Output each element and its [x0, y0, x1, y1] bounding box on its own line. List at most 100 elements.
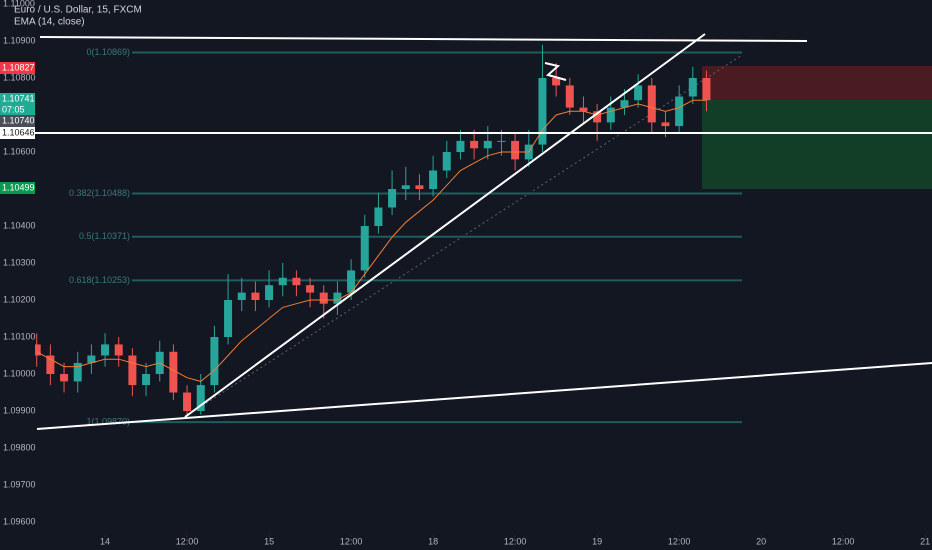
fib-group: 0(1.10869) 0.382(1.10488) 0.5(1.10371) 0.61…: [69, 47, 742, 426]
trendline: [184, 33, 706, 418]
candle-body: [128, 355, 137, 386]
y-tick-label: 1.10600: [3, 146, 36, 156]
candle-body: [511, 140, 520, 160]
candle-body: [360, 226, 369, 271]
x-tick-label: 19: [592, 536, 602, 546]
candle-body: [265, 285, 274, 300]
candle-body: [606, 107, 615, 123]
price-badge: [0, 62, 35, 74]
candle-body: [442, 152, 451, 171]
candle-body: [347, 270, 356, 293]
candle-body: [647, 85, 656, 123]
x-tick-label: 12:00: [504, 536, 527, 546]
candle-body: [388, 189, 397, 208]
x-tick-label: 12:00: [340, 536, 363, 546]
candle-body: [114, 344, 123, 356]
price-badge: [0, 93, 35, 105]
candle-body: [292, 277, 301, 286]
y-tick-label: 1.10400: [3, 220, 36, 230]
candle-body: [538, 78, 547, 145]
candle-body: [593, 111, 602, 123]
y-tick-label: 1.10000: [3, 368, 36, 378]
candle-body: [702, 78, 711, 101]
price-badge-label: 1.10646: [2, 127, 35, 137]
candle-body: [634, 85, 643, 101]
candle-body: [620, 100, 629, 108]
fib-label: 0.618(1.10253): [69, 275, 130, 285]
x-tick-label: 15: [264, 536, 274, 546]
candle-body: [675, 96, 684, 127]
target-zone: [702, 100, 932, 189]
fib-trend: [184, 54, 743, 418]
candle-body: [73, 362, 82, 382]
candle-body: [183, 392, 192, 411]
x-tick-label: 20: [756, 536, 766, 546]
fib-label: 0.5(1.10371): [79, 231, 130, 241]
candle-body: [497, 140, 506, 142]
price-badge-label: 1.10499: [2, 182, 35, 192]
y-tick-label: 1.10200: [3, 294, 36, 304]
candle-body: [688, 78, 697, 97]
candle-body: [401, 185, 410, 189]
price-badge-label: 1.10741: [2, 93, 35, 103]
candle-body: [470, 140, 479, 149]
stop-zone: [702, 66, 932, 100]
candle-body: [169, 351, 178, 393]
x-tick-label: 12:00: [176, 536, 199, 546]
candle-body: [552, 78, 561, 86]
y-tick-label: 1.09600: [3, 516, 36, 526]
candle-body: [429, 170, 438, 189]
candle-body: [319, 292, 328, 304]
candle-body: [60, 374, 69, 382]
candle-body: [87, 355, 96, 363]
trendline: [36, 362, 932, 430]
y-tick-label: 1.09800: [3, 442, 36, 452]
y-tick-label: 1.09700: [3, 479, 36, 489]
price-badge: [0, 104, 35, 116]
price-badge-label: 07:05: [2, 104, 25, 114]
candle-body: [46, 355, 55, 374]
symbol-title: Euro / U.S. Dollar, 15, FXCM: [14, 5, 142, 16]
fib-label: 1(1.09870): [86, 416, 130, 426]
x-tick-label: 12:00: [832, 536, 855, 546]
x-tick-label: 12:00: [668, 536, 691, 546]
candle-body: [415, 185, 424, 189]
candle-body: [101, 344, 110, 356]
price-badge-label: 1.10827: [2, 62, 35, 72]
candle-body: [306, 285, 315, 293]
y-tick-label: 1.10900: [3, 35, 36, 45]
x-tick-label: 14: [100, 536, 110, 546]
y-tick-label: 1.09900: [3, 405, 36, 415]
candle-body: [196, 385, 205, 411]
fib-label: 0.382(1.10488): [69, 188, 130, 198]
indicator-label: EMA (14, close): [14, 17, 85, 28]
candle-body: [142, 374, 151, 386]
y-tick-label: 1.11000: [3, 0, 35, 8]
y-tick-label: 1.10100: [3, 331, 36, 341]
price-badge: [0, 115, 35, 127]
candle-body: [251, 292, 260, 300]
candle-body: [210, 337, 219, 386]
x-tick-label: 18: [428, 536, 438, 546]
candle-body: [278, 277, 287, 286]
x-tick-label: 21: [920, 536, 930, 546]
candle-body: [483, 140, 492, 149]
y-tick-label: 1.10800: [3, 72, 36, 82]
candle-body: [224, 300, 233, 337]
candle-body: [32, 344, 41, 356]
y-tick-label: 1.10300: [3, 257, 36, 267]
candle-body: [374, 207, 383, 226]
trendline: [39, 36, 808, 42]
candle-body: [456, 140, 465, 152]
trendlines: [35, 33, 932, 430]
candle-body: [333, 292, 342, 304]
candle-body: [661, 122, 670, 127]
price-axis: [0, 0, 35, 550]
price-badge: [0, 127, 35, 139]
candle-body: [565, 85, 574, 108]
candle-body: [579, 107, 588, 112]
price-badge: [0, 182, 35, 194]
price-badge-label: 1.10740: [2, 115, 35, 125]
candle-body: [237, 292, 246, 300]
